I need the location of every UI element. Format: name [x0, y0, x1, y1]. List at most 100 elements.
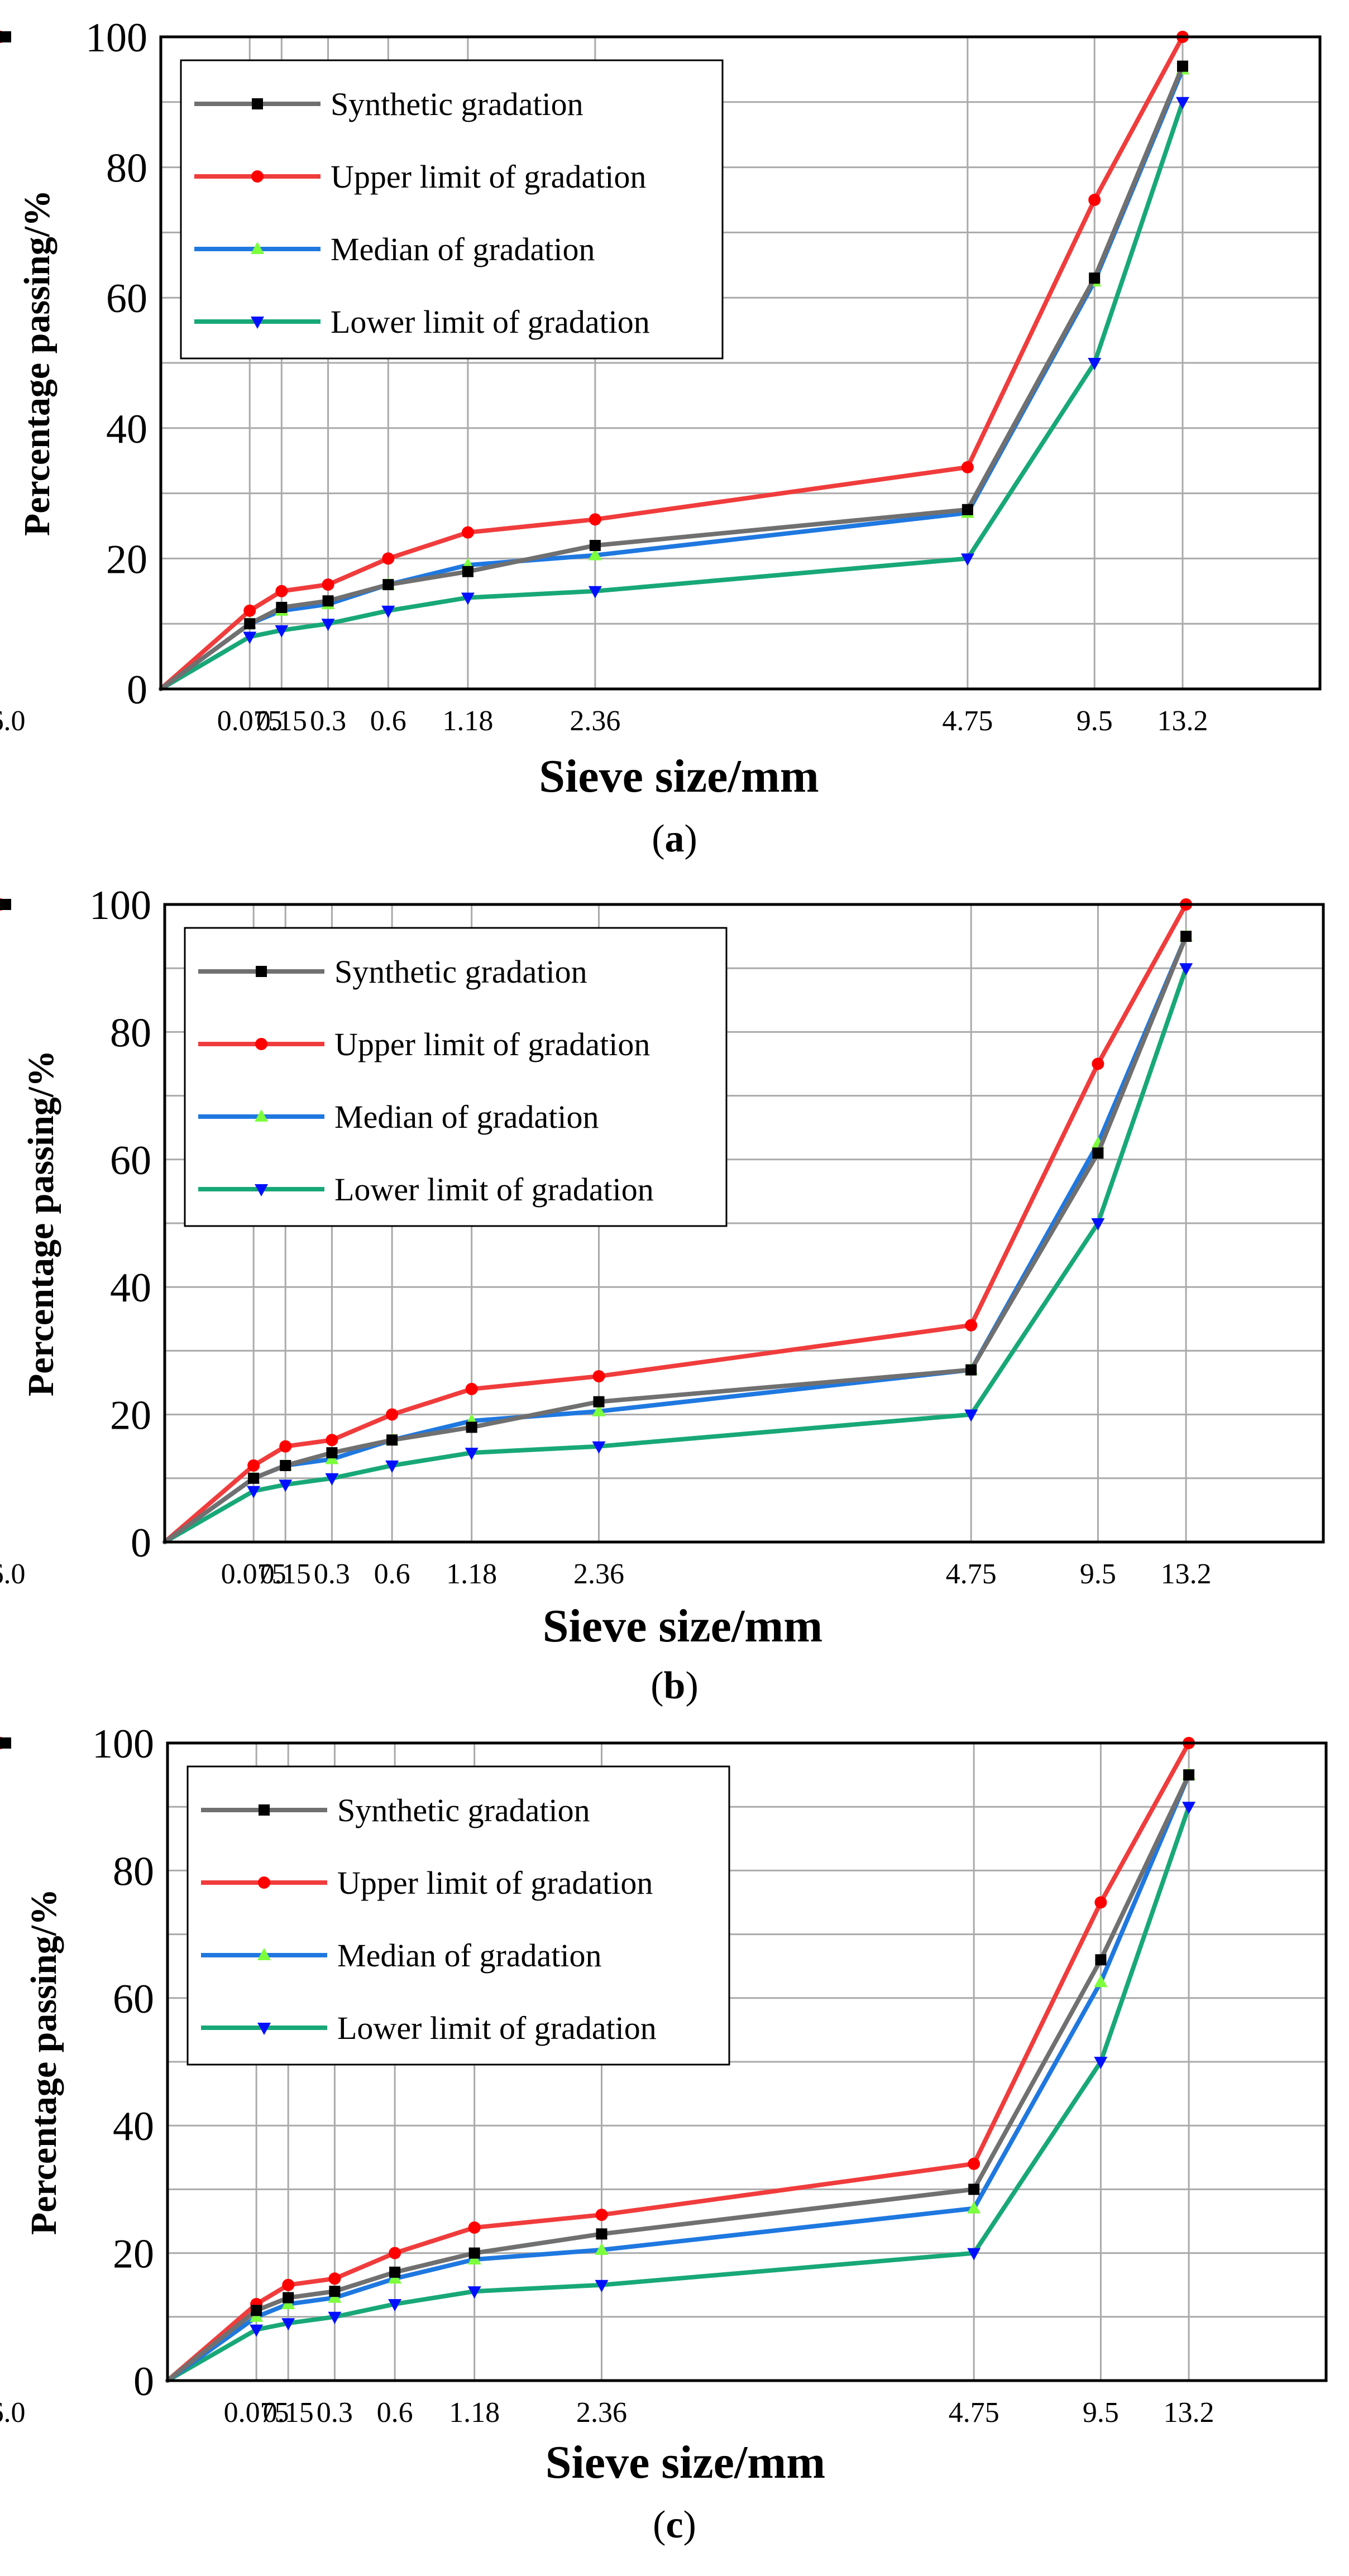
panel-b-synthetic-point-3: [326, 1447, 338, 1459]
panel-b-lower-point-3: [325, 1473, 339, 1486]
panel-a-median-point-6: [588, 548, 602, 561]
panel-b-legend-label-lower: Lower limit of gradation: [334, 1171, 654, 1208]
panel-c-lower-point-8: [1094, 2057, 1108, 2069]
panel-a-ytick-100: 100: [85, 15, 147, 61]
panel-a-lower-point-6: [588, 586, 602, 598]
panel-b-upper-point-2: [279, 1440, 292, 1453]
panel-c-median-line: [165, 1773, 1192, 2383]
panel-a-synthetic-point-7: [961, 504, 973, 515]
panel-c-synthetic-point-10: [0, 1737, 11, 1749]
panel-a-legend-lower-point-0: [251, 317, 264, 329]
panel-a-synthetic-point-6: [589, 540, 601, 552]
panel-b-legend-label-upper: Upper limit of gradation: [334, 1026, 650, 1062]
panel-b-lower-point-6: [592, 1441, 606, 1454]
panel-c-synthetic-point-7: [968, 2184, 980, 2195]
panel-c-legend-lower-point-0: [257, 2023, 271, 2035]
panel-c-legend-upper-point-0: [258, 1876, 270, 1889]
panel-b-legend: Synthetic gradation Upper limit of gradat…: [184, 927, 728, 1227]
panel-b-lower-point-4: [385, 1460, 399, 1473]
panel-c-legend-box: [186, 1765, 730, 2066]
panel-c-xtick-9: 16.0: [0, 2397, 26, 2429]
panel-c-synthetic-point-3: [329, 2286, 341, 2297]
panel-c-lower-point-3: [328, 2311, 342, 2324]
panel-b-xtick-4: 1.18: [446, 1558, 497, 1590]
panel-a-legend-label-median: Median of gradation: [331, 231, 595, 267]
panel-c-synthetic-point-5: [468, 2247, 480, 2259]
panel-a-xtick-9: 16.0: [0, 705, 26, 737]
panel-b-xtick-9: 16.0: [0, 1558, 26, 1590]
panel-c-upper-line: [165, 1741, 1192, 2383]
panel-b-ytick-40: 40: [110, 1265, 151, 1311]
panel-c-xtick-3: 0.6: [377, 2397, 413, 2429]
panel-c-series-synthetic: [0, 1737, 1195, 2383]
panel-a-legend-label-synthetic: Synthetic gradation: [331, 86, 583, 122]
panel-a-xtick-5: 2.36: [570, 705, 620, 737]
panel-a-synthetic-line: [159, 64, 1185, 691]
panel-a-synthetic-point-4: [382, 579, 394, 591]
panel-c-median-point-7: [967, 2201, 981, 2214]
panel-a-y-axis-title: Percentage passing/%: [17, 190, 58, 536]
panel-b-legend-box: [184, 927, 728, 1227]
panel-b-lower-point-7: [964, 1409, 978, 1422]
panel-c-x-axis-title: Sieve size/mm: [546, 2436, 826, 2488]
panel-a-upper-point-2: [275, 585, 288, 597]
panel-c-lower-point-2: [281, 2318, 295, 2331]
panel-a-ytick-20: 20: [106, 537, 147, 582]
panel-c-ytick-40: 40: [113, 2104, 154, 2149]
panel-b-lower-point-5: [465, 1448, 479, 1461]
panel-c-frame: [166, 1741, 1328, 2382]
panel-a-legend: Synthetic gradation Upper limit of gradat…: [180, 59, 724, 360]
panel-b-caption: (b): [650, 1664, 699, 1707]
panel-b-median-point-6: [592, 1404, 606, 1416]
panel-c-upper-point-4: [389, 2247, 401, 2259]
panel-b-xtick-8: 13.2: [1161, 1558, 1212, 1590]
panel-c-xtick-5: 2.36: [576, 2397, 627, 2429]
panel-a-legend-label-lower: Lower limit of gradation: [331, 304, 650, 340]
panel-c-synthetic-point-4: [389, 2266, 401, 2278]
panel-b-lower-line: [162, 966, 1189, 1544]
panel-a-lower-point-8: [1088, 358, 1102, 370]
panel-a-lower-point-5: [461, 592, 475, 605]
panel-a-xtick-4: 1.18: [442, 705, 493, 737]
panel-c-synthetic-line: [165, 1773, 1192, 2383]
panel-b-lower-point-8: [1091, 1218, 1105, 1230]
panel-a-series-lower: [159, 97, 1189, 691]
panel-c-legend-label-median: Median of gradation: [337, 1937, 602, 1974]
panel-c-xtick-1: 0.15: [263, 2397, 314, 2429]
panel-c-y-axis-title: Percentage passing/%: [23, 1889, 64, 2235]
panel-b-upper-point-5: [465, 1382, 478, 1395]
panel-a-legend-label-upper: Upper limit of gradation: [331, 159, 646, 195]
panel-c-ytick-0: 0: [133, 2359, 154, 2405]
panel-b-legend-label-median: Median of gradation: [334, 1099, 599, 1135]
panel-c-synthetic-point-1: [251, 2305, 262, 2316]
panel-b-synthetic-point-1: [248, 1472, 260, 1484]
panel-a-xtick-0: 0.075: [217, 705, 283, 737]
panel-a-ytick-80: 80: [106, 146, 147, 191]
panel-c-legend: Synthetic gradation Upper limit of gradat…: [186, 1765, 730, 2066]
panel-a-xtick-3: 0.6: [370, 705, 406, 737]
panel-c-legend-label-synthetic: Synthetic gradation: [337, 1792, 590, 1828]
panel-a-lower-line: [159, 99, 1185, 691]
panel-c-synthetic-point-9: [1183, 1769, 1195, 1781]
panel-c-caption: (c): [653, 2503, 696, 2546]
panel-a-synthetic-point-1: [244, 618, 256, 630]
panel-a-upper-point-5: [461, 526, 474, 539]
panel-c-lower-point-4: [388, 2299, 402, 2311]
panel-a-caption: (a): [652, 817, 697, 860]
panel-a-upper-point-6: [589, 513, 601, 526]
panel-a-lower-point-3: [321, 619, 335, 631]
panel-a-synthetic-point-10: [0, 31, 11, 42]
panel-b-xtick-6: 4.75: [946, 1558, 997, 1590]
panel-a-synthetic-point-5: [462, 566, 473, 577]
panel-a-frame: [159, 35, 1322, 691]
panel-c-synthetic-point-8: [1095, 1954, 1107, 1966]
panel-a-ytick-40: 40: [106, 406, 147, 452]
panel-c-upper-point-7: [968, 2157, 980, 2170]
panel-a-upper-point-4: [382, 552, 395, 565]
panel-a-lower-point-7: [960, 553, 974, 566]
panel-c-xtick-4: 1.18: [449, 2397, 500, 2429]
panel-b-synthetic-point-2: [280, 1459, 291, 1471]
panel-b-ytick-80: 80: [110, 1010, 151, 1056]
